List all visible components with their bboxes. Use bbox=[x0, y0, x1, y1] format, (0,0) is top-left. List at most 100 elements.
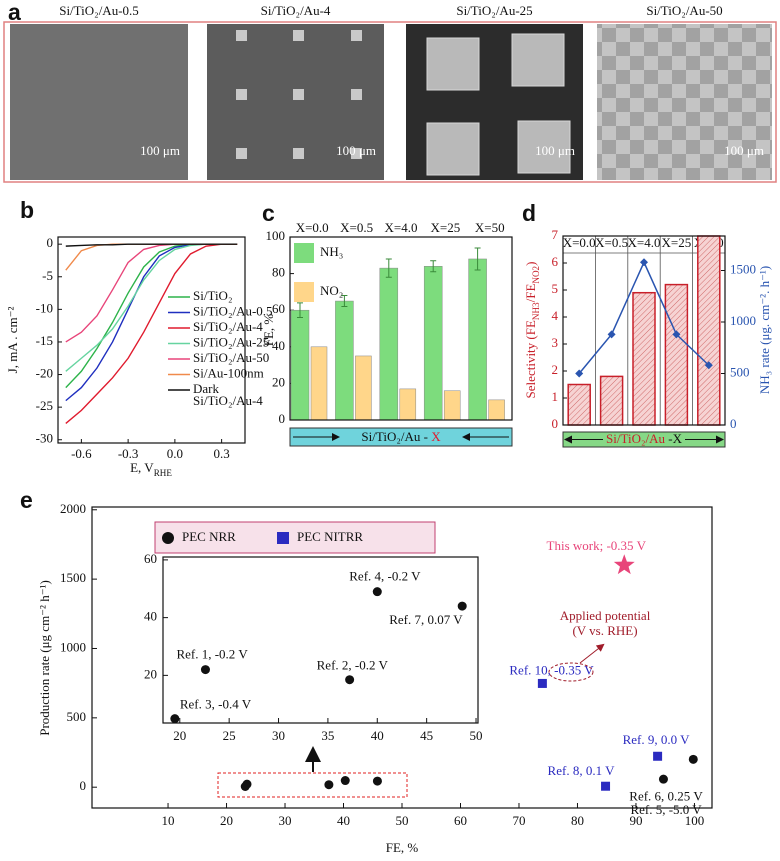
x-tick-label: -0.6 bbox=[71, 446, 92, 461]
y-tick-label: 20 bbox=[144, 666, 157, 681]
panel-label: b bbox=[20, 197, 34, 223]
x-tick-label: 90 bbox=[629, 813, 642, 828]
category-label: X=4.0 bbox=[628, 235, 661, 250]
x-tick-label: 50 bbox=[396, 813, 409, 828]
category-label: X=4.0 bbox=[385, 220, 418, 235]
x-tick-label: 80 bbox=[571, 813, 584, 828]
x-axis-label-part: RHE bbox=[154, 468, 173, 478]
panel-a-frame bbox=[3, 21, 777, 183]
y-axis-label: J, mA . cm⁻² bbox=[5, 307, 20, 374]
y-tick-label: 40 bbox=[272, 338, 285, 353]
scale-label: 100 μm bbox=[724, 143, 764, 158]
x-tick-label: 25 bbox=[223, 728, 236, 743]
legend-marker bbox=[162, 532, 174, 544]
y-tick-label: -10 bbox=[36, 300, 53, 315]
y-tick-label: 80 bbox=[272, 265, 285, 280]
au-square bbox=[511, 33, 565, 87]
y-tick-label: -15 bbox=[36, 333, 53, 348]
point bbox=[537, 678, 547, 688]
point-label: Ref. 5, -5.0 V bbox=[630, 802, 702, 817]
legend-marker bbox=[277, 532, 289, 544]
point bbox=[170, 714, 180, 724]
y-tick-label: -30 bbox=[36, 431, 53, 446]
legend-label: Dark bbox=[193, 381, 219, 396]
highlight-label: This work; -0.35 V bbox=[547, 538, 647, 553]
bar bbox=[443, 390, 461, 421]
plot-frame bbox=[91, 506, 713, 809]
point bbox=[653, 751, 663, 761]
legend-label: Si/TiO₂/Au-25 bbox=[193, 334, 269, 349]
bar bbox=[399, 388, 417, 421]
sem-image bbox=[597, 24, 772, 180]
bar bbox=[423, 266, 443, 421]
y-tick-label: -20 bbox=[36, 366, 53, 381]
x-tick-label: 0.0 bbox=[167, 446, 183, 461]
x-strip-label-part: Si/TiO₂/Au bbox=[606, 431, 665, 446]
au-square bbox=[351, 148, 362, 159]
y-axis-label-part: Selectivity (FE bbox=[523, 320, 538, 398]
point bbox=[601, 781, 611, 791]
y-axis-label-part: NH3 bbox=[531, 302, 541, 320]
category-label: X=25 bbox=[662, 235, 692, 250]
y-tick-label: -5 bbox=[42, 268, 53, 283]
bar bbox=[355, 355, 372, 421]
x-tick-label: 50 bbox=[470, 728, 483, 743]
x-tick-label: 10 bbox=[162, 813, 175, 828]
category-label: X=0.0 bbox=[296, 220, 329, 235]
bar bbox=[379, 267, 399, 421]
y-axis-label: Selectivity (FENH3/FENO2) bbox=[523, 262, 541, 399]
error-bar bbox=[297, 302, 303, 319]
y-tick-label: 1000 bbox=[60, 639, 86, 654]
legend-label: Si/TiO₂/Au-4 bbox=[193, 393, 263, 408]
scale-label: 100 μm bbox=[336, 143, 376, 158]
point bbox=[200, 665, 210, 675]
category-label: X=0.5 bbox=[340, 220, 373, 235]
point-label: Ref. 1, -0.2 V bbox=[176, 647, 248, 662]
x-strip-label: Si/TiO₂/Au - X bbox=[361, 429, 441, 444]
y-tick-label: 0 bbox=[279, 411, 286, 426]
category-label: X=25 bbox=[431, 220, 461, 235]
x-strip bbox=[562, 431, 726, 448]
error-bar bbox=[474, 247, 481, 271]
au-square bbox=[426, 122, 480, 176]
au-square bbox=[426, 37, 480, 91]
au-square bbox=[351, 30, 362, 41]
y-tick-label: 1 bbox=[552, 389, 559, 404]
category-label: X=0.0 bbox=[563, 235, 596, 250]
panel-label: d bbox=[522, 200, 536, 226]
point-label: Ref. 9, 0.0 V bbox=[623, 732, 691, 747]
image-title: Si/TiO₂/Au-0.5 bbox=[59, 3, 139, 18]
y-tick-label: 2 bbox=[552, 362, 559, 377]
bar bbox=[632, 291, 656, 426]
rate-marker bbox=[672, 330, 681, 339]
error-bar bbox=[430, 260, 437, 273]
point-label: Ref. 2, -0.2 V bbox=[317, 658, 389, 673]
au-square bbox=[236, 89, 247, 100]
y-tick-label: 4 bbox=[552, 308, 559, 323]
legend-swatch bbox=[294, 243, 314, 263]
y2-tick-label: 1500 bbox=[730, 261, 756, 276]
point bbox=[688, 754, 698, 764]
bar bbox=[567, 383, 591, 426]
x-strip-label-part: Si/TiO₂/Au - bbox=[361, 429, 431, 444]
y-tick-label: 40 bbox=[144, 609, 157, 624]
plot-frame bbox=[289, 236, 513, 421]
bar bbox=[290, 309, 310, 421]
rate-marker bbox=[575, 369, 584, 378]
point-label: Ref. 4, -0.2 V bbox=[349, 569, 421, 584]
point bbox=[340, 776, 350, 786]
annotation: (V vs. RHE) bbox=[572, 623, 637, 638]
y-tick-label: 60 bbox=[272, 301, 285, 316]
panel-label: a bbox=[8, 0, 21, 25]
y-tick-label: 7 bbox=[552, 227, 559, 242]
x-strip-label-part: -X bbox=[665, 431, 683, 446]
panel-label: e bbox=[20, 487, 33, 513]
point bbox=[658, 774, 668, 784]
x-tick-label: 0.3 bbox=[214, 446, 230, 461]
bar bbox=[599, 375, 624, 426]
x-tick-label: 40 bbox=[337, 813, 350, 828]
y-tick-label: 0 bbox=[552, 416, 559, 431]
lsv-curve bbox=[65, 243, 238, 424]
au-square bbox=[293, 89, 304, 100]
y-axis-label-part: ) bbox=[523, 262, 538, 266]
